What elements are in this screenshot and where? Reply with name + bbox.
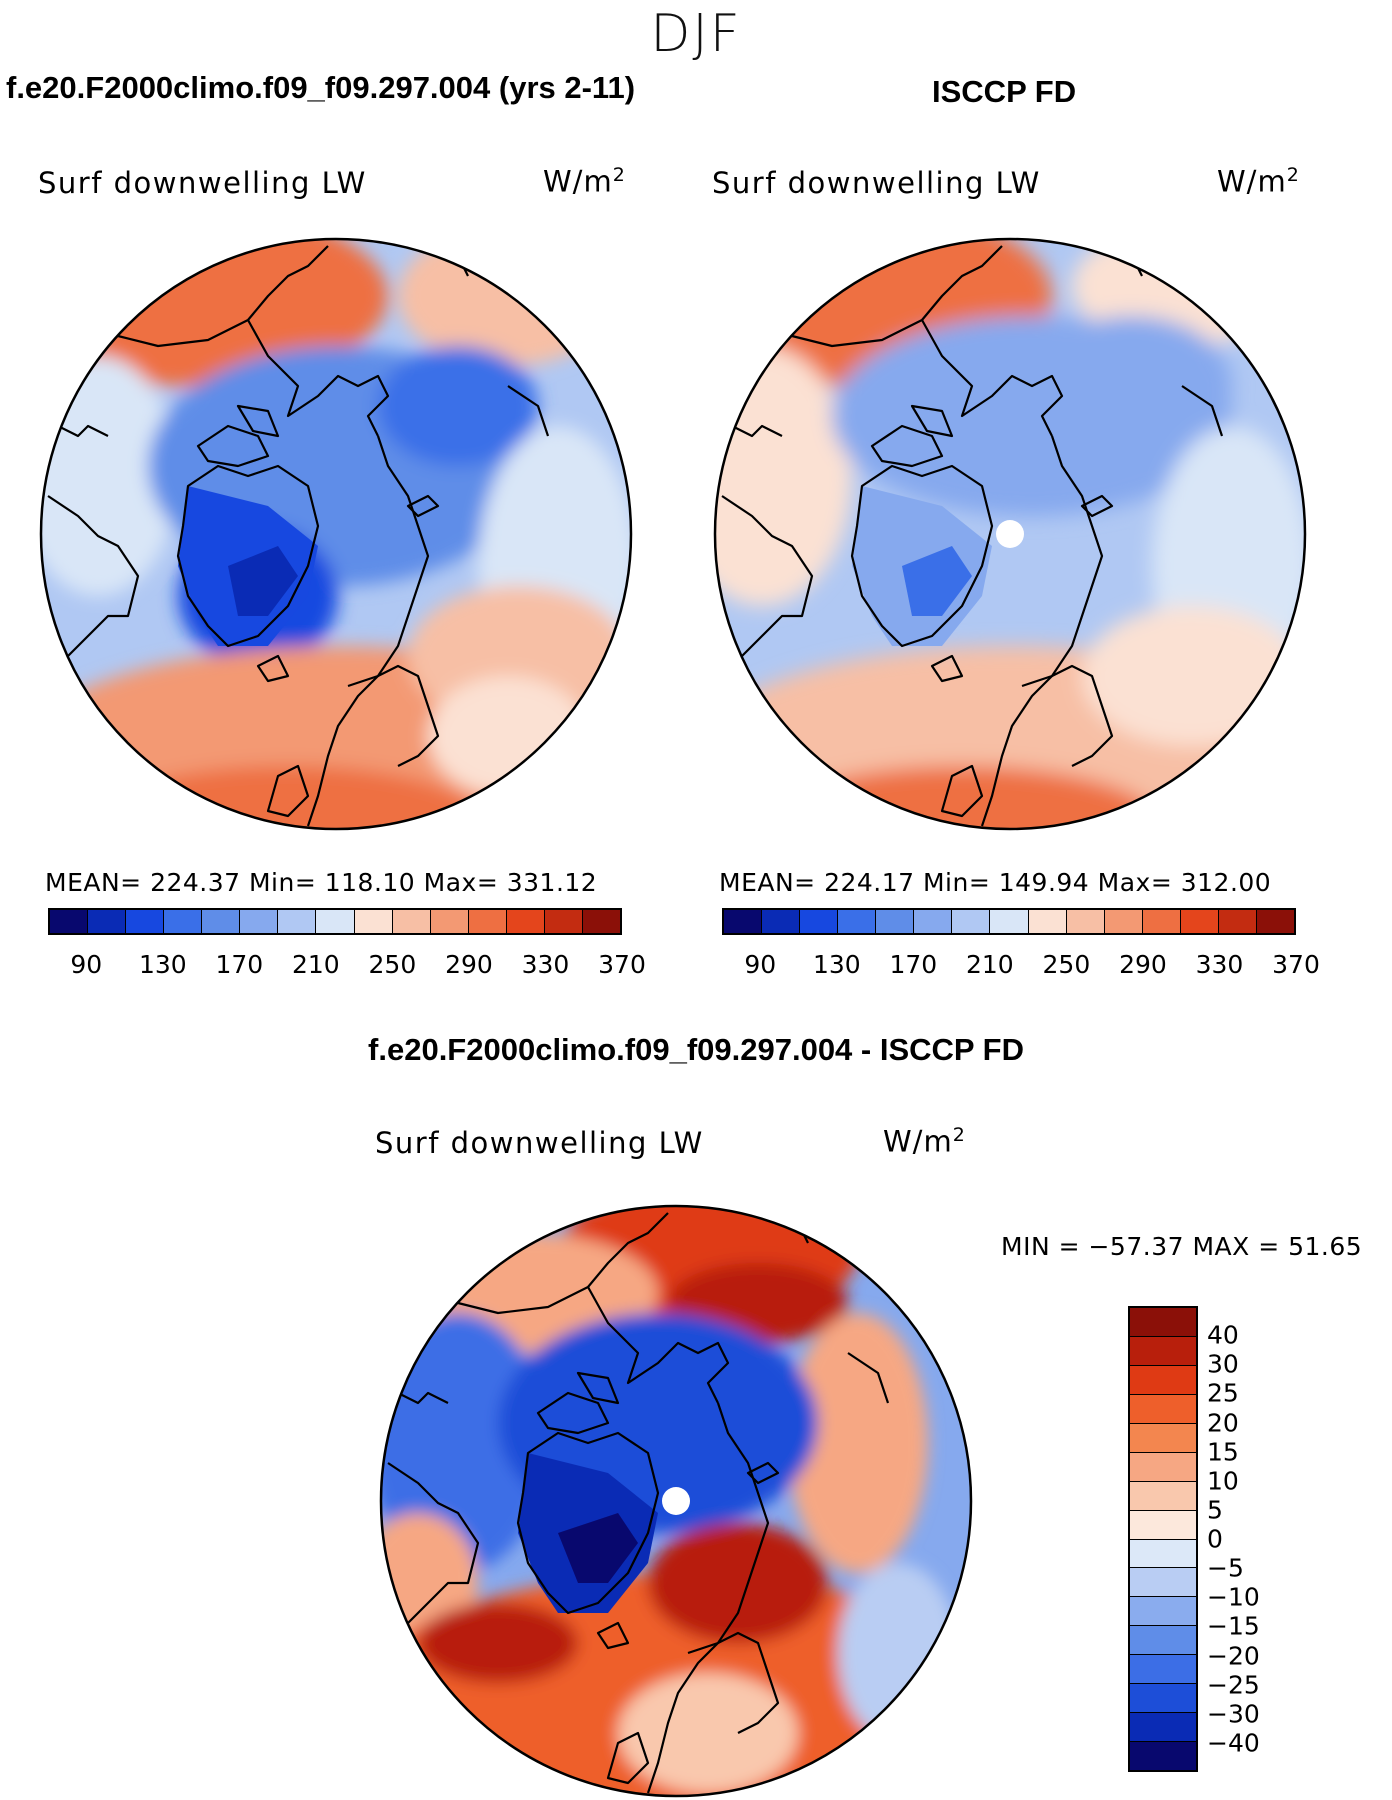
- model-colorbar-tick-label: 370: [598, 950, 646, 979]
- model-colorbar-tick-label: 250: [368, 950, 417, 979]
- model-colorbar-swatch: [278, 910, 317, 933]
- model-map: [39, 237, 633, 831]
- obs-colorbar-swatch: [1142, 910, 1181, 933]
- model-colorbar-swatch: [392, 910, 431, 933]
- obs-colorbar-swatch: [1104, 910, 1143, 933]
- diff-colorbar-tick-label: −40: [1207, 1728, 1260, 1758]
- diff-colorbar-tick-label: 15: [1207, 1437, 1239, 1467]
- obs-colorbar-tick-label: 250: [1042, 950, 1091, 979]
- diff-colorbar-swatch: [1130, 1510, 1196, 1540]
- diff-colorbar-tick-label: 30: [1207, 1349, 1239, 1379]
- model-variable-label: Surf downwelling LW: [38, 166, 367, 200]
- diff-colorbar-tick-label: −30: [1207, 1699, 1260, 1729]
- obs-colorbar-swatch: [1180, 910, 1219, 933]
- obs-colorbar-swatch: [838, 910, 877, 933]
- model-colorbar-swatch: [506, 910, 545, 933]
- obs-colorbar-tick-label: 370: [1272, 950, 1320, 979]
- model-colorbar-swatch: [50, 910, 89, 933]
- model-colorbar-swatch: [126, 910, 165, 933]
- diff-colorbar-swatch: [1130, 1336, 1196, 1366]
- diff-colorbar-swatch: [1130, 1452, 1196, 1482]
- diff-colorbar-tick-label: 25: [1207, 1378, 1239, 1408]
- diff-colorbar-swatch: [1130, 1423, 1196, 1453]
- obs-colorbar-swatch: [724, 910, 763, 933]
- model-colorbar-swatch: [354, 910, 393, 933]
- diff-colorbar-tick-label: −10: [1207, 1582, 1260, 1612]
- obs-colorbar-tick-label: 330: [1195, 950, 1244, 979]
- model-stats: MEAN= 224.37 Min= 118.10 Max= 331.12: [45, 868, 598, 897]
- diff-colorbar-swatch: [1130, 1481, 1196, 1511]
- diff-colorbar-swatch: [1130, 1655, 1196, 1685]
- obs-colorbar-tick-label: 210: [966, 950, 1014, 979]
- diff-minmax: MIN = −57.37 MAX = 51.65: [1001, 1232, 1363, 1261]
- obs-colorbar-swatch: [1218, 910, 1257, 933]
- obs-colorbar-swatch: [914, 910, 953, 933]
- diff-colorbar-swatch: [1130, 1713, 1196, 1743]
- model-colorbar-swatch: [88, 910, 127, 933]
- diff-colorbar-swatch: [1130, 1684, 1196, 1714]
- model-colorbar-swatch: [582, 910, 620, 933]
- obs-colorbar-swatch: [952, 910, 991, 933]
- model-colorbar-tick-label: 130: [138, 950, 187, 979]
- diff-map: [379, 1204, 973, 1798]
- diff-colorbar-tick-label: −20: [1207, 1641, 1260, 1670]
- obs-colorbar-tick-label: 90: [744, 950, 777, 979]
- model-colorbar-tick-label: 290: [445, 950, 493, 979]
- diff-colorbar-tick-label: 10: [1207, 1466, 1239, 1496]
- diff-colorbar-tick-label: 40: [1207, 1320, 1239, 1350]
- model-units-label: W/m2: [543, 164, 626, 199]
- obs-colorbar-swatch: [1256, 910, 1294, 933]
- model-colorbar-labels: 90 130 170 210 250 290 330 370: [48, 950, 646, 980]
- obs-variable-label: Surf downwelling LW: [712, 166, 1041, 200]
- diff-colorbar-swatch: [1130, 1539, 1196, 1569]
- obs-colorbar-labels: 90 130 170 210 250 290 330 370: [722, 950, 1320, 980]
- model-colorbar-swatch: [430, 910, 469, 933]
- diff-colorbar-swatch: [1130, 1568, 1196, 1598]
- model-colorbar: [48, 908, 622, 935]
- obs-colorbar: [722, 908, 1296, 935]
- diff-colorbar-tick-label: 0: [1207, 1524, 1223, 1554]
- obs-colorbar-swatch: [1066, 910, 1105, 933]
- diff-colorbar-swatch: [1130, 1394, 1196, 1424]
- diff-colorbar-tick-label: 20: [1207, 1408, 1239, 1437]
- diff-colorbar-swatch: [1130, 1597, 1196, 1627]
- model-colorbar-swatch: [468, 910, 507, 933]
- model-colorbar-tick-label: 330: [521, 950, 570, 979]
- obs-colorbar-swatch: [876, 910, 915, 933]
- diff-colorbar-swatch: [1130, 1365, 1196, 1395]
- obs-colorbar-tick-label: 130: [812, 950, 861, 979]
- obs-colorbar-swatch: [762, 910, 801, 933]
- diff-colorbar-tick-label: −15: [1207, 1611, 1260, 1641]
- diff-colorbar-tick-label: −5: [1207, 1553, 1244, 1583]
- model-colorbar-swatch: [164, 910, 203, 933]
- obs-colorbar-tick-label: 170: [889, 950, 938, 979]
- diff-colorbar-tick-label: 5: [1207, 1495, 1223, 1525]
- model-colorbar-tick-label: 90: [70, 950, 103, 979]
- obs-units-label: W/m2: [1217, 164, 1300, 199]
- model-colorbar-tick-label: 170: [215, 950, 264, 979]
- season-title: DJF: [650, 4, 742, 64]
- diff-units-label: W/m2: [883, 1124, 966, 1159]
- obs-panel-title: ISCCP FD: [932, 74, 1077, 109]
- diff-colorbar-swatch: [1130, 1742, 1196, 1770]
- obs-colorbar-swatch: [990, 910, 1029, 933]
- diff-colorbar: [1128, 1306, 1198, 1772]
- obs-colorbar-swatch: [1028, 910, 1067, 933]
- obs-colorbar-tick-label: 290: [1119, 950, 1167, 979]
- obs-map: [713, 237, 1307, 831]
- obs-stats: MEAN= 224.17 Min= 149.94 Max= 312.00: [719, 868, 1272, 897]
- model-colorbar-swatch: [202, 910, 241, 933]
- diff-colorbar-swatch: [1130, 1626, 1196, 1656]
- model-colorbar-swatch: [240, 910, 279, 933]
- model-colorbar-swatch: [316, 910, 355, 933]
- model-colorbar-tick-label: 210: [292, 950, 340, 979]
- model-panel-title: f.e20.F2000climo.f09_f09.297.004 (yrs 2-…: [6, 70, 636, 105]
- diff-colorbar-swatch: [1130, 1308, 1196, 1337]
- diff-panel-title: f.e20.F2000climo.f09_f09.297.004 - ISCCP…: [368, 1032, 1024, 1067]
- diff-colorbar-tick-label: −25: [1207, 1670, 1260, 1700]
- model-colorbar-swatch: [544, 910, 583, 933]
- diff-variable-label: Surf downwelling LW: [375, 1126, 704, 1160]
- obs-colorbar-swatch: [800, 910, 839, 933]
